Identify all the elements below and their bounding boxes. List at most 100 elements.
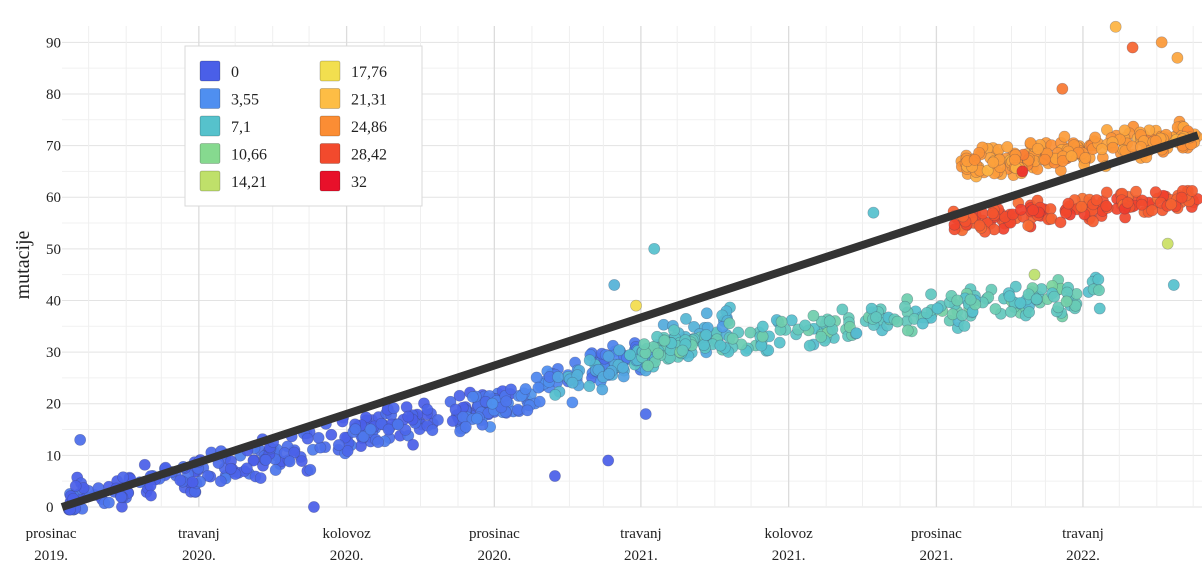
scatter-point xyxy=(382,423,395,436)
scatter-point xyxy=(549,389,562,401)
scatter-point xyxy=(372,436,385,449)
legend-swatch xyxy=(199,170,221,192)
x-tick-label: 2021. xyxy=(920,548,954,564)
y-tick-label: 40 xyxy=(46,293,61,309)
scatter-point xyxy=(1028,268,1041,281)
scatter-point xyxy=(624,349,636,361)
scatter-point xyxy=(364,423,377,436)
scatter-point xyxy=(1149,186,1162,199)
scatter-point xyxy=(986,207,999,220)
scatter-point xyxy=(186,476,199,489)
scatter-point xyxy=(301,432,314,445)
scatter-point xyxy=(916,317,929,330)
scatter-point xyxy=(1058,130,1071,143)
scatter-point xyxy=(549,470,561,482)
scatter-point xyxy=(925,288,937,301)
legend-label: 21,31 xyxy=(351,92,387,109)
scatter-point xyxy=(1171,51,1184,64)
x-tick-label: 2020. xyxy=(182,548,216,564)
scatter-point xyxy=(901,324,914,337)
scatter-point xyxy=(402,410,415,423)
scatter-point xyxy=(602,350,615,363)
scatter-point xyxy=(639,408,652,420)
x-tick-label: prosinac xyxy=(469,526,520,542)
scatter-point xyxy=(505,383,517,396)
scatter-point xyxy=(357,430,370,443)
scatter-point xyxy=(1030,293,1043,306)
scatter-point xyxy=(1031,142,1044,155)
scatter-point xyxy=(500,395,513,408)
scatter-point xyxy=(899,300,911,313)
scatter-point xyxy=(756,330,769,343)
scatter-point xyxy=(1065,150,1078,163)
scatter-point xyxy=(617,361,629,374)
scatter-point xyxy=(756,320,769,333)
scatter-point xyxy=(421,403,434,416)
scatter-point xyxy=(459,420,472,433)
scatter-point xyxy=(1161,237,1174,250)
legend-label: 3,55 xyxy=(231,92,259,109)
scatter-point xyxy=(1146,204,1159,217)
scatter-point xyxy=(407,438,419,451)
legend-label: 10,66 xyxy=(231,147,267,164)
legend-label: 14,21 xyxy=(231,174,267,191)
scatter-point xyxy=(799,319,812,332)
scatter-point xyxy=(295,455,308,467)
scatter-point xyxy=(432,414,444,426)
scatter-point xyxy=(638,338,651,351)
y-axis-label: mutacije xyxy=(12,230,34,299)
scatter-point xyxy=(658,334,671,347)
y-tick-label: 10 xyxy=(46,448,61,464)
scatter-point xyxy=(214,475,227,488)
scatter-point xyxy=(867,206,880,219)
scatter-point xyxy=(836,303,849,316)
x-tick-label: 2021. xyxy=(772,548,806,564)
scatter-point xyxy=(1052,301,1065,314)
scatter-point xyxy=(174,474,187,487)
scatter-point xyxy=(532,381,545,394)
scatter-point xyxy=(1009,153,1021,166)
legend-label: 17,76 xyxy=(351,64,387,81)
scatter-point xyxy=(74,433,87,446)
scatter-point xyxy=(641,359,654,372)
legend-label: 7,1 xyxy=(231,119,251,136)
x-tick-label: 2020. xyxy=(330,548,364,564)
scatter-point xyxy=(1087,215,1099,228)
scatter-point xyxy=(387,402,400,415)
scatter-point xyxy=(815,330,827,343)
scatter-point xyxy=(1015,203,1027,216)
scatter-point xyxy=(698,339,710,352)
scatter-point xyxy=(241,462,253,475)
scatter-point xyxy=(521,404,534,417)
trend-line xyxy=(60,131,1200,511)
scatter-point xyxy=(948,218,961,231)
legend-swatch xyxy=(319,143,341,164)
scatter-point xyxy=(981,164,994,177)
scatter-point xyxy=(958,320,971,332)
scatter-point xyxy=(700,329,713,341)
scatter-point xyxy=(533,395,546,408)
scatter-point xyxy=(349,423,362,436)
x-tick-label: prosinac xyxy=(26,526,77,542)
scatter-point xyxy=(1096,143,1108,156)
scatter-point xyxy=(1130,185,1142,198)
scatter-point xyxy=(807,309,820,322)
scatter-point xyxy=(446,415,459,427)
scatter-point xyxy=(1165,198,1178,211)
legend: 0 3,55 7,1 10,66 14,21 17,76 21,31 24,86 28,42 32 xyxy=(184,45,423,207)
scatter-point xyxy=(648,242,661,255)
y-tick-label: 60 xyxy=(46,190,61,206)
legend-swatch xyxy=(319,88,341,109)
x-tick-label: kolovoz xyxy=(322,526,371,542)
scatter-point xyxy=(392,418,404,431)
legend-swatch xyxy=(199,143,221,164)
scatter-point xyxy=(602,454,615,467)
scatter-point xyxy=(1016,165,1029,178)
x-tick-label: kolovoz xyxy=(764,526,813,542)
scatter-point xyxy=(201,469,214,482)
scatter-point xyxy=(630,299,642,312)
scatter-point xyxy=(486,397,499,410)
scatter-point xyxy=(1039,153,1051,166)
scatter-point xyxy=(1079,152,1092,164)
